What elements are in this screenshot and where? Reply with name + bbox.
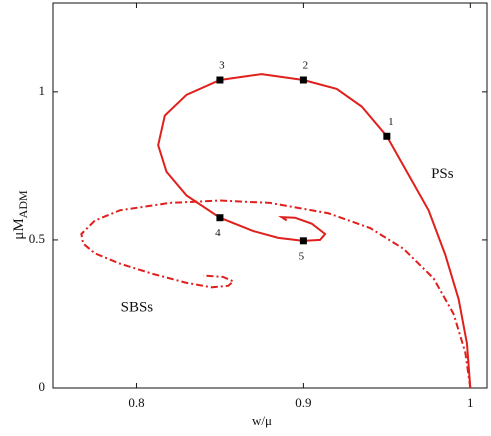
y-axis-label: μMADM [11, 190, 29, 240]
x-axis-label: w/μ [252, 413, 272, 428]
point-label: 1 [388, 116, 394, 128]
y-tick-label: 0.5 [29, 231, 45, 246]
point-label: 3 [219, 60, 225, 72]
series-line [157, 73, 472, 389]
x-tick-label: 1 [467, 395, 474, 410]
point-marker [383, 132, 391, 140]
x-tick-label: 0.8 [128, 395, 144, 410]
series-line [80, 199, 472, 389]
y-axis-label-main: μM [11, 218, 27, 239]
point-marker [216, 214, 224, 222]
series-label: PSs [431, 166, 454, 182]
y-tick-label: 1 [39, 83, 46, 98]
x-tick-label: 0.9 [295, 395, 311, 410]
point-marker [299, 76, 307, 84]
point-marker [216, 76, 224, 84]
plot-frame [52, 2, 488, 389]
point-label: 2 [303, 60, 309, 72]
point-marker [299, 237, 307, 245]
y-tick-label: 0 [39, 379, 46, 394]
y-axis-label-sub: ADM [16, 190, 30, 218]
series-label: SBSs [121, 299, 154, 315]
point-label: 5 [299, 250, 305, 262]
point-label: 4 [215, 227, 221, 239]
